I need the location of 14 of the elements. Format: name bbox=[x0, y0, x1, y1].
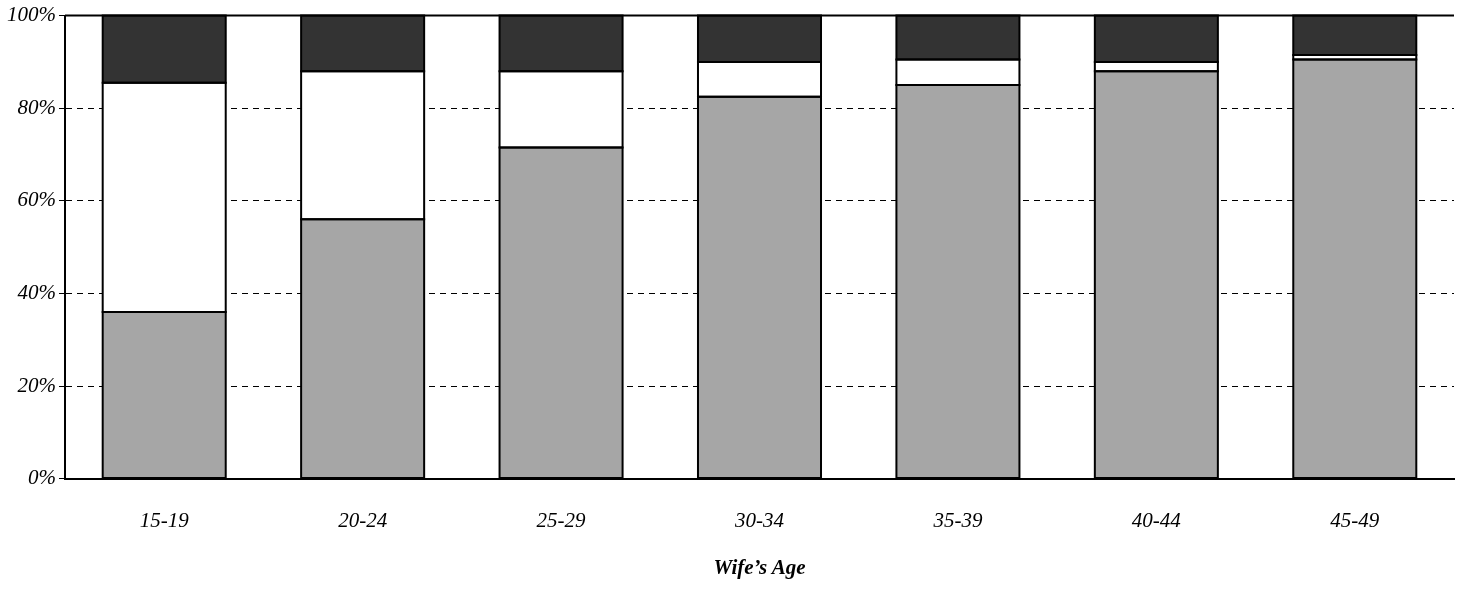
x-tick-label: 15-19 bbox=[139, 507, 190, 532]
x-tick-label: 40-44 bbox=[1131, 507, 1182, 532]
x-tick-label: 30-34 bbox=[734, 507, 785, 532]
y-tick-label: 60% bbox=[17, 187, 56, 212]
x-tick-label: 35-39 bbox=[932, 507, 983, 532]
y-tick-label: 20% bbox=[17, 372, 56, 397]
x-tick-label: 20-24 bbox=[338, 507, 388, 532]
x-tick-label: 25-29 bbox=[536, 507, 587, 532]
y-tick-label: 40% bbox=[17, 279, 56, 304]
y-tick-label: 100% bbox=[6, 2, 56, 27]
y-tick-label: 0% bbox=[27, 465, 56, 490]
x-axis-title: Wife’s Age bbox=[713, 554, 806, 579]
x-tick-label: 45-49 bbox=[1330, 507, 1380, 532]
y-tick-label: 80% bbox=[17, 94, 56, 119]
